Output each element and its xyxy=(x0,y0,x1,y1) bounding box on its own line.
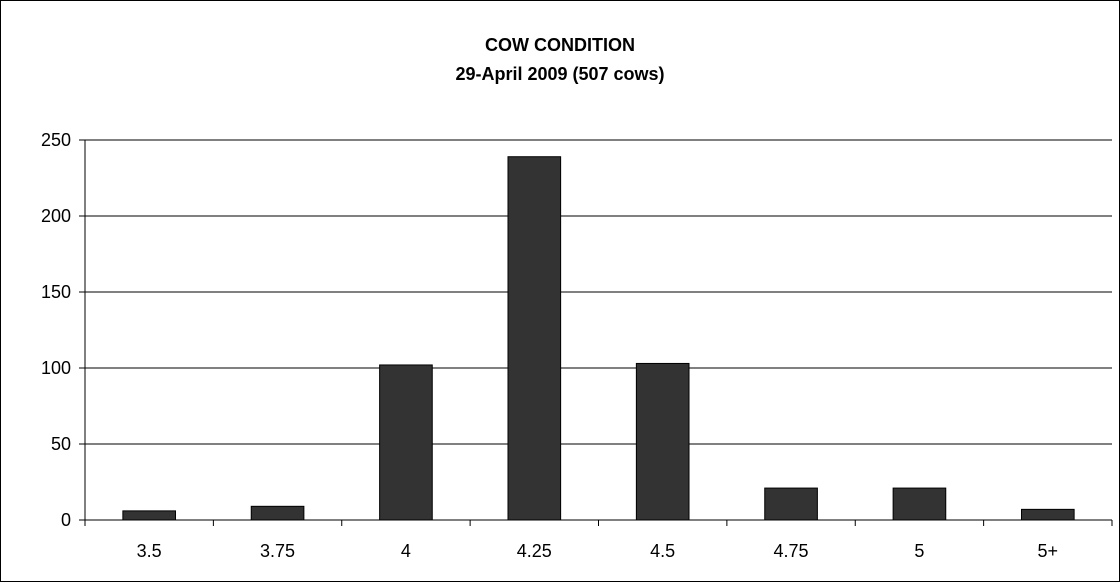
y-tick-label: 0 xyxy=(61,510,71,530)
x-tick-label: 5 xyxy=(914,541,924,561)
chart-title: COW CONDITION xyxy=(485,35,635,55)
bar-5 xyxy=(892,487,947,521)
x-tick-label: 5+ xyxy=(1038,541,1059,561)
x-tick-label: 4.75 xyxy=(774,541,809,561)
bar-5+ xyxy=(1020,508,1075,521)
y-tick-label: 250 xyxy=(41,130,71,150)
x-tick-label: 3.75 xyxy=(260,541,295,561)
bar-4.25 xyxy=(507,156,562,521)
bar-4.75 xyxy=(764,487,818,521)
x-tick-label: 4 xyxy=(401,541,411,561)
bar-3.75 xyxy=(250,505,305,521)
y-tick-label: 150 xyxy=(41,282,71,302)
x-tick-label: 4.5 xyxy=(650,541,675,561)
bar-3.5 xyxy=(122,510,177,521)
y-tick-label: 50 xyxy=(51,434,71,454)
bar-4 xyxy=(379,364,433,521)
x-tick-label: 4.25 xyxy=(517,541,552,561)
chart-subtitle: 29-April 2009 (507 cows) xyxy=(455,64,665,84)
y-tick-label: 200 xyxy=(41,206,71,226)
y-tick-label: 100 xyxy=(41,358,71,378)
x-tick-label: 3.5 xyxy=(137,541,162,561)
bar-4.5 xyxy=(635,362,690,521)
